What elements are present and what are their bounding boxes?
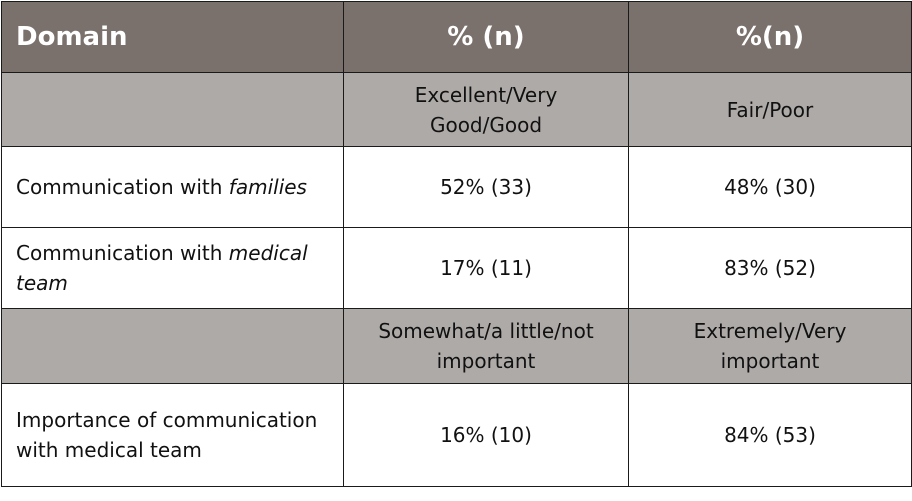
row-label: Importance of communication with medical… — [1, 383, 344, 487]
table-row: Importance of communication with medical… — [1, 383, 912, 487]
table-row: Communication with families 52% (33) 48%… — [1, 146, 912, 228]
rating-subheader-row: Excellent/Very Good/Good Fair/Poor — [1, 72, 912, 147]
table-row: Communication with medical team 17% (11)… — [1, 227, 912, 309]
rating-subheader-empty — [1, 72, 344, 147]
row-label: Communication with families — [1, 146, 344, 228]
row-label: Communication with medical team — [1, 227, 344, 309]
row-high-value: 84% (53) — [628, 383, 912, 487]
rating-subheader-positive: Excellent/Very Good/Good — [343, 72, 629, 147]
importance-subheader-high: Extremely/Very important — [628, 308, 912, 384]
row-positive-value: 17% (11) — [343, 227, 629, 309]
importance-subheader-low: Somewhat/a little/not important — [343, 308, 629, 384]
importance-subheader-row: Somewhat/a little/not important Extremel… — [1, 308, 912, 384]
row-negative-value: 83% (52) — [628, 227, 912, 309]
header-domain: Domain — [1, 1, 344, 73]
results-table: Domain % (n) %(n) Excellent/Very Good/Go… — [1, 1, 912, 487]
header-percent-n-1: % (n) — [343, 1, 629, 73]
importance-subheader-empty — [1, 308, 344, 384]
header-percent-n-2: %(n) — [628, 1, 912, 73]
row-negative-value: 48% (30) — [628, 146, 912, 228]
rating-subheader-negative: Fair/Poor — [628, 72, 912, 147]
row-low-value: 16% (10) — [343, 383, 629, 487]
header-row: Domain % (n) %(n) — [1, 1, 912, 73]
row-positive-value: 52% (33) — [343, 146, 629, 228]
